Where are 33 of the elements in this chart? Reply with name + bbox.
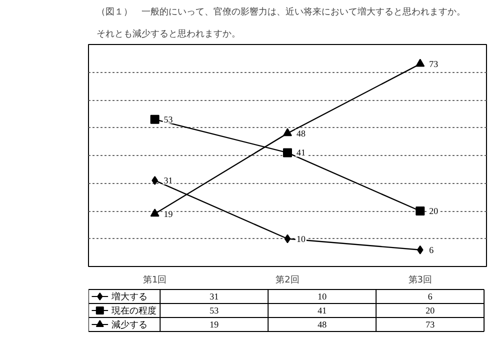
annotation: 20 bbox=[429, 206, 439, 216]
data-label: 20 bbox=[426, 306, 436, 316]
data-label: 10 bbox=[318, 292, 328, 302]
point bbox=[283, 128, 292, 136]
point bbox=[416, 58, 425, 67]
point bbox=[283, 148, 292, 158]
annotation: 53 bbox=[164, 114, 174, 124]
annotation: 41 bbox=[296, 148, 306, 158]
annotation: 31 bbox=[164, 175, 173, 186]
annotation: 19 bbox=[164, 208, 174, 219]
chart-subtitle: それとも減少すると思われますか。 bbox=[96, 28, 240, 40]
point bbox=[150, 208, 160, 217]
point bbox=[284, 234, 291, 244]
annotation: 10 bbox=[296, 234, 306, 244]
point bbox=[416, 206, 425, 216]
x-tick-label: 第1回 bbox=[142, 274, 167, 286]
legend-label: 現在の程度 bbox=[111, 306, 156, 316]
annotation: 73 bbox=[429, 58, 439, 69]
data-label: 6 bbox=[428, 292, 433, 302]
point bbox=[150, 114, 160, 124]
data-label: 41 bbox=[318, 306, 327, 316]
data-label: 73 bbox=[426, 320, 436, 330]
annotation: 6 bbox=[429, 244, 434, 255]
x-tick-label: 第2回 bbox=[276, 274, 300, 286]
data-label: 53 bbox=[210, 306, 220, 316]
chart-title: （図１） 一般的にいって、官僚の影響力は、近い将来において増大すると思われますか。 bbox=[96, 6, 466, 18]
x-tick-label: 第3回 bbox=[408, 274, 432, 286]
annotation: 48 bbox=[296, 128, 306, 138]
legend-label: 減少する bbox=[111, 320, 148, 330]
legend-label: 増大する bbox=[110, 292, 148, 302]
data-label: 19 bbox=[210, 320, 220, 330]
data-label: 31 bbox=[210, 292, 219, 302]
data-label: 48 bbox=[318, 320, 328, 330]
